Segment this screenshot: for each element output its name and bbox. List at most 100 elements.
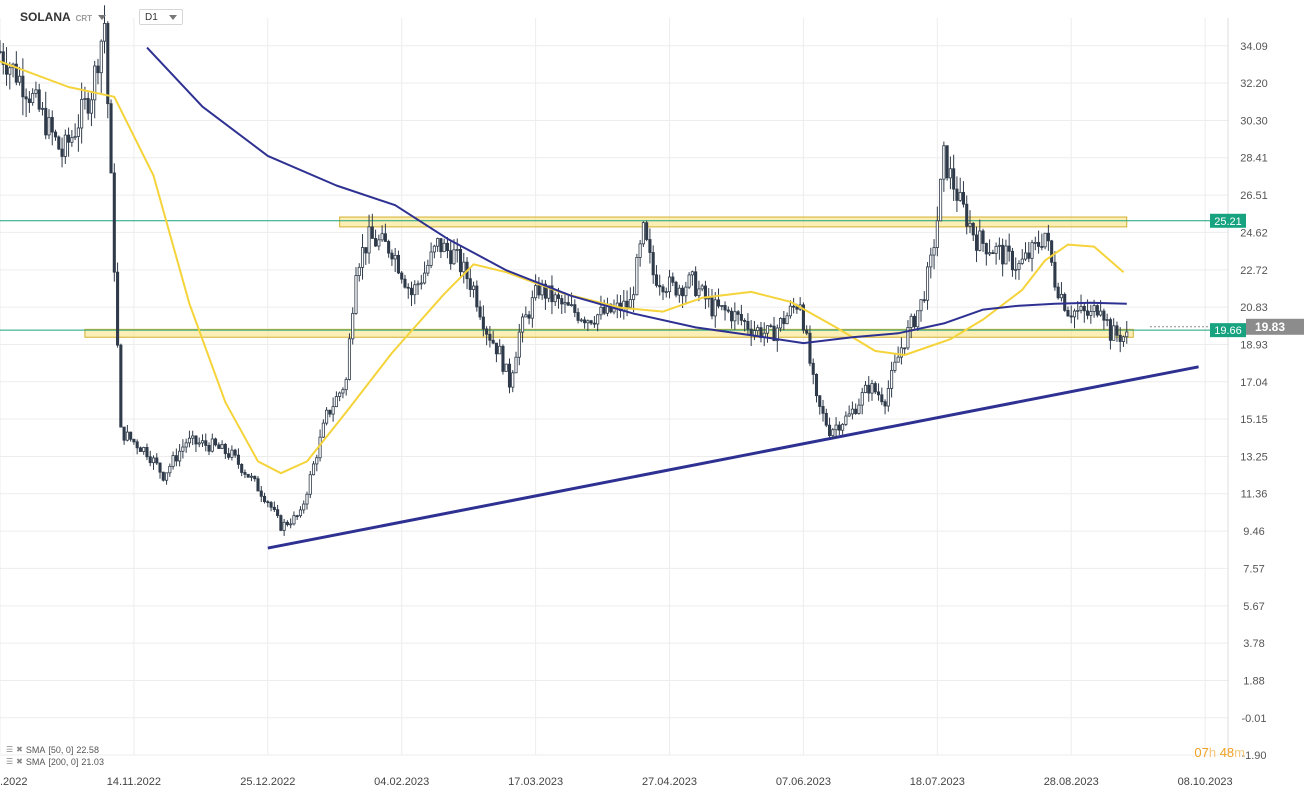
y-tick-label: 22.72 — [1240, 265, 1268, 277]
candle-body — [302, 503, 306, 511]
candle-timer: 07h 48m — [1194, 745, 1245, 760]
x-tick-label: 04.02.2023 — [374, 776, 429, 788]
candle-body — [903, 347, 907, 350]
candle-body — [586, 320, 590, 324]
legend-item-sma50[interactable]: ☰ ✖ SMA [50, 0] 22.58 — [6, 744, 104, 756]
candle-body — [716, 299, 721, 307]
candle-body — [406, 286, 410, 289]
candle-body — [462, 261, 466, 273]
candle-body — [997, 244, 1001, 247]
candle-body — [543, 283, 547, 299]
candle-body — [347, 338, 352, 380]
candle-body — [423, 272, 427, 284]
candle-body — [955, 188, 959, 201]
candle-body — [171, 455, 175, 467]
candle-body — [331, 406, 335, 415]
candle-body — [370, 226, 374, 239]
candle-body — [161, 471, 165, 481]
candle-body — [556, 294, 561, 299]
candle-body — [178, 450, 182, 462]
timeframe-select[interactable]: D1 — [139, 9, 183, 25]
candle-body — [233, 449, 237, 456]
candle-body — [942, 145, 946, 180]
candle-body — [442, 242, 446, 253]
legend-value: 22.58 — [76, 745, 99, 755]
candle-body — [27, 98, 31, 103]
candle-body — [488, 333, 492, 341]
sma50-line — [0, 60, 1125, 475]
time-axis[interactable]: 04.10.2022 14.11.2022 25.12.2022 04.02.2023… — [0, 776, 1233, 788]
candle-body — [720, 305, 724, 307]
candle-body — [628, 299, 632, 308]
close-icon[interactable]: ✖ — [16, 745, 23, 754]
candle-body — [573, 304, 577, 313]
candle-body — [700, 285, 704, 290]
candle-body — [808, 332, 812, 364]
candle-body — [429, 251, 433, 266]
candle-body — [965, 203, 969, 227]
settings-icon[interactable]: ☰ — [6, 745, 14, 754]
level-tag-label: 19.66 — [1214, 325, 1242, 337]
candle-body — [968, 222, 972, 227]
candle-body — [426, 264, 430, 274]
candle-body — [922, 299, 926, 302]
candle-body — [315, 457, 319, 465]
candle-body — [135, 441, 139, 449]
candle-body — [527, 314, 531, 319]
candle-body — [821, 406, 825, 414]
candle-body — [311, 463, 316, 476]
candle-body — [132, 438, 136, 443]
legend-item-sma200[interactable]: ☰ ✖ SMA [200, 0] 21.03 — [6, 756, 104, 768]
candle-body — [690, 271, 694, 276]
zone-rect — [84, 328, 1134, 338]
candle-body — [984, 243, 988, 255]
candle-body — [279, 515, 283, 531]
candle-body — [99, 40, 103, 74]
candle-body — [298, 509, 303, 517]
candle-body — [1030, 242, 1034, 259]
settings-icon[interactable]: ☰ — [6, 757, 14, 766]
candle-body — [272, 506, 276, 511]
price-axis[interactable]: 34.09 32.20 30.30 28.41 26.51 24.62 22.72 20.83… — [1240, 41, 1268, 762]
candle-body — [1079, 305, 1083, 311]
candle-body — [788, 305, 792, 317]
candle-body — [916, 310, 920, 328]
candle-body — [736, 311, 740, 315]
candle-body — [883, 401, 887, 407]
y-tick-label: 28.41 — [1240, 153, 1268, 165]
candle-body — [217, 444, 221, 449]
candle-body — [560, 298, 564, 305]
candle-body — [1118, 334, 1122, 342]
x-tick-label: 14.11.2022 — [107, 776, 161, 788]
candle-body — [504, 363, 508, 372]
candle-body — [919, 299, 923, 312]
candle-body — [357, 266, 361, 276]
candle-body — [230, 449, 234, 458]
candle-body — [47, 117, 51, 136]
candle-body — [726, 309, 730, 312]
candle-body — [945, 145, 949, 179]
candle-body — [1099, 310, 1103, 316]
candle-body — [1050, 240, 1054, 263]
close-icon[interactable]: ✖ — [16, 757, 23, 766]
candle-body — [432, 245, 436, 253]
current-price-tag — [1246, 318, 1304, 335]
symbol-dropdown-icon[interactable] — [98, 14, 107, 20]
candle-body — [498, 345, 502, 355]
candle-body — [53, 131, 58, 138]
candle-body — [1063, 293, 1067, 311]
candle-body — [1102, 310, 1106, 321]
candle-body — [44, 107, 48, 136]
symbol-name[interactable]: SOLANA CRT — [20, 10, 92, 24]
y-tick-label: 11.36 — [1241, 489, 1268, 501]
candle-body — [129, 431, 133, 440]
candle-body — [109, 103, 113, 174]
zone-rect — [339, 216, 1128, 228]
candle-body — [223, 444, 227, 455]
candle-body — [243, 472, 247, 475]
candle-body — [122, 426, 126, 441]
candle-body — [880, 394, 884, 403]
y-tick-label: 20.83 — [1240, 302, 1268, 314]
candle-body — [661, 286, 665, 293]
